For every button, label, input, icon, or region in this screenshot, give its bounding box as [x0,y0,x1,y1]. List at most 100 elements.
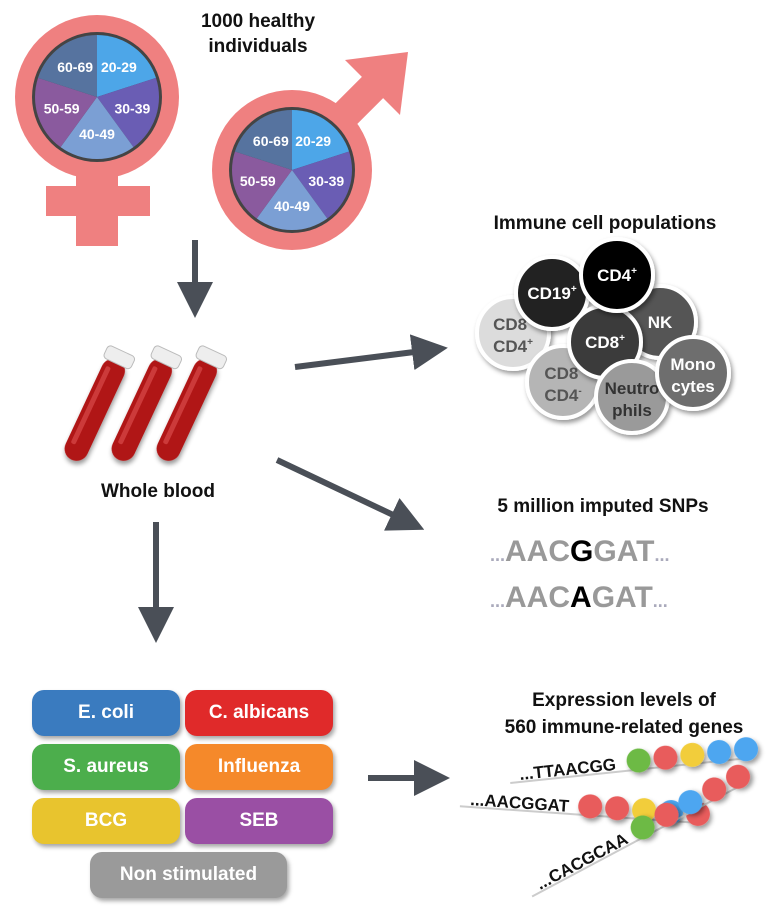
expression-dot [630,815,655,840]
cell-7: CD4+ [579,237,655,313]
male-age-slice [232,151,292,219]
snp-dots: ... [653,591,668,611]
expression-dot [678,790,703,815]
male-age-label: 40-49 [274,198,310,214]
tube-body [111,358,172,461]
cell-label-text: Neutro [605,379,660,398]
cell-label-2-text: phils [612,401,652,420]
stimulus-c-albicans: C. albicans [185,690,333,736]
cell-label-2: cytes [671,377,714,396]
female-age-slice [38,34,97,97]
expression-dot [680,742,705,767]
snp-dots: ... [654,545,669,565]
male-age-slice [292,151,352,219]
expression-dot [626,748,651,773]
tube-highlight [71,366,111,445]
cell-5: Neutro phils [594,359,670,435]
male-age-label: 20-29 [295,133,331,149]
female-age-label: 20-29 [101,59,137,75]
immune-cells: CD8+CD4+CD19+CD8-CD4-NKCD8+NeutrophilsMo… [475,237,731,435]
female-age-slice [60,97,134,160]
female-age-slice [97,35,156,97]
gene-sequence: ...TTAACGG [510,737,759,785]
female-age-label: 30-39 [114,100,150,116]
snp-allele: G [570,535,593,568]
blood-tubes-icon [64,345,228,461]
expression-dot [632,798,657,823]
expression-dot [653,745,678,770]
cohort-title-2: individuals [208,36,307,57]
snp-dots: ... [490,545,505,565]
expression-dot [654,802,679,827]
arrow-right-icon [275,457,425,531]
snp-flank-left: AAC [505,581,570,614]
male-age-label: 60-69 [253,133,289,149]
cell-label-2-sup: - [578,386,581,397]
cell-label-text: CD8 [493,315,527,334]
cell-label-sup: + [571,284,577,295]
expression-dot [734,737,759,762]
stimulus-e-coli: E. coli [32,690,180,736]
snp-sequence-1: ...AACAGAT... [490,581,668,614]
cell-label: CD19+ [527,284,576,303]
tube-body [64,358,125,461]
female-age-label: 50-59 [44,100,80,116]
cell-label-text: CD19 [527,284,570,303]
cell-label-text: Mono [670,355,715,374]
snp-sequences: ...AACGGAT......AACAGAT... [490,535,669,614]
gene-sequence-text: ...AACGGAT [470,790,571,816]
male-age-label: 50-59 [240,173,276,189]
male-age-slice [234,110,292,170]
snp-allele: A [570,581,592,614]
cell-label-2: phils [612,401,652,420]
cell-label-2-text: CD4 [544,386,579,405]
tube-cap [103,345,136,370]
blood-tube-icon [64,345,136,461]
cell-label-2-text: CD4 [493,337,528,356]
cell-label-2-sup: + [527,337,533,348]
expression-title-1: Expression levels of [532,690,716,711]
cell-label-2: CD4+ [493,337,533,356]
tube-highlight [118,366,158,445]
gene-sequence: ...CACGCAA [531,764,751,898]
whole-blood-label: Whole blood [101,481,215,502]
expression-dot [605,796,630,821]
stimulus-s-aureus: S. aureus [32,744,180,790]
cell-label-sup: + [631,266,637,277]
expression-dot [726,764,751,789]
tube-cap [150,345,183,370]
stimulus-seb: SEB [185,798,333,844]
cell-label: CD8+ [585,333,625,352]
cell-label: CD4+ [597,266,637,285]
snp-flank-right: GAT [593,535,654,568]
male-age-slice [256,170,328,231]
female-age-slice [34,77,97,148]
expression-title-2: 560 immune-related genes [505,717,744,738]
gene-sequence-text: ...TTAACGG [518,755,616,784]
female-age-slice [97,77,159,148]
tube-highlight [163,366,203,445]
male-age-label: 30-39 [308,173,344,189]
cells-title: Immune cell populations [494,213,717,234]
female-age-label: 40-49 [79,126,115,142]
cell-label: Neutro [605,379,660,398]
cell-circle [579,237,655,313]
cohort-title-1: 1000 healthy [201,11,315,32]
cell-label-text: CD8 [544,364,578,383]
male-symbol-icon: 20-29 30-39 40-49 50-59 60-69 [212,52,408,250]
arrow-right-icon [294,334,448,371]
expression-dot [578,794,603,819]
tube-cap [195,345,228,370]
male-age-slice [292,110,350,170]
expression-dot [702,777,727,802]
snp-dots: ... [490,591,505,611]
stimulus-influenza: Influenza [185,744,333,790]
female-symbol-icon: 20-29 30-39 40-49 50-59 60-69 [15,15,179,246]
expression-sequences: ...TTAACGG ...AACGGAT ...CACGCAA [459,737,759,898]
cell-label-text: CD4 [597,266,632,285]
gene-sequence-text: ...CACGCAA [533,829,631,893]
snp-flank-right: GAT [592,581,653,614]
snps-title: 5 million imputed SNPs [497,496,708,517]
cell-label: NK [648,313,673,332]
